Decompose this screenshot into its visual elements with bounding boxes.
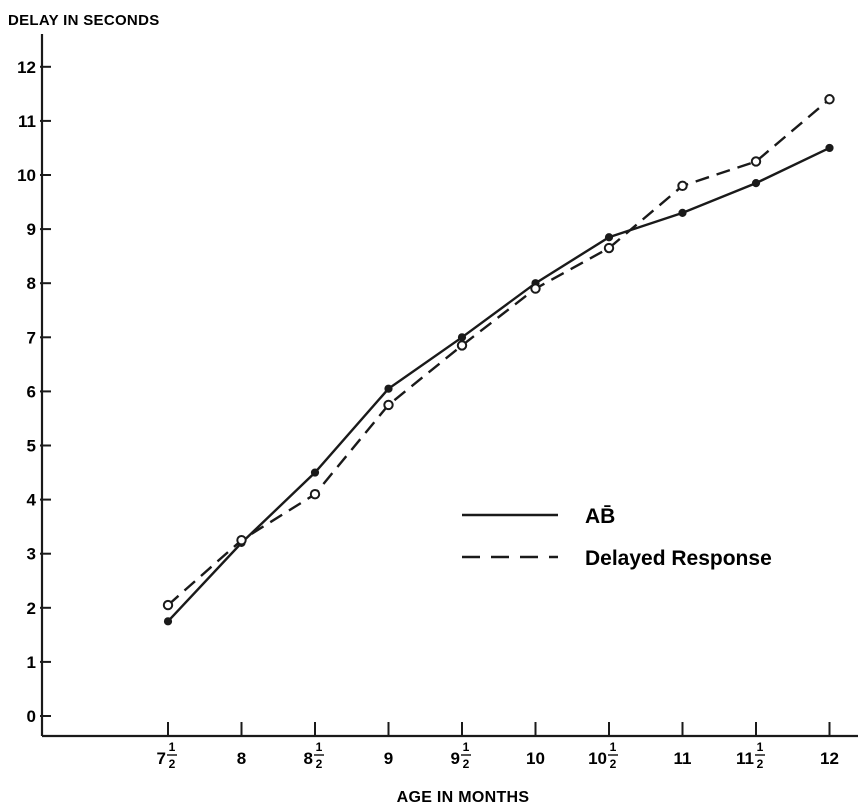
y-tick-label: 4	[27, 491, 37, 510]
x-tick-frac-den: 2	[316, 757, 323, 771]
x-tick-label: 81 2	[304, 740, 324, 771]
x-tick-frac-den: 2	[463, 757, 470, 771]
x-tick-frac-num: 1	[463, 740, 470, 754]
x-tick-label: 10	[526, 749, 545, 768]
x-tick-label: 8	[237, 749, 246, 768]
legend-label: Delayed Response	[585, 547, 772, 570]
x-tick-whole: 7	[157, 749, 166, 768]
x-tick-whole: 8	[304, 749, 313, 768]
data-point-filled	[384, 384, 393, 393]
series-2	[162, 94, 835, 611]
data-point-filled	[825, 143, 834, 153]
data-point-open	[530, 283, 541, 294]
y-tick-label: 12	[17, 58, 36, 77]
legend: AB̄ Delayed Response	[462, 505, 772, 570]
series-layer	[162, 94, 835, 626]
data-point-open	[750, 156, 762, 167]
x-tick-frac-den: 2	[169, 757, 176, 771]
x-tick-frac-num: 1	[757, 740, 764, 754]
x-tick-label: 12	[820, 749, 839, 768]
data-point-open	[677, 180, 688, 192]
data-point-open	[162, 599, 174, 611]
series-line	[167, 146, 831, 623]
data-point-open	[309, 488, 321, 500]
y-tick-label: 10	[17, 166, 36, 185]
x-tick-whole: 10	[588, 749, 607, 768]
data-point-filled	[604, 233, 614, 242]
x-tick-whole: 11	[736, 749, 754, 768]
x-tick-text: 10	[526, 749, 545, 768]
x-tick-label: 11	[674, 749, 692, 768]
x-tick-frac-num: 1	[316, 740, 323, 754]
y-tick-label: 6	[27, 382, 36, 401]
y-tick-label: 7	[27, 328, 36, 347]
y-tick-label: 0	[27, 707, 36, 726]
series-1	[163, 143, 834, 626]
data-point-open	[824, 94, 835, 105]
legend-label: AB̄	[585, 505, 615, 528]
y-tick-label: 11	[18, 112, 36, 131]
x-tick-text: 12	[820, 749, 839, 768]
x-tick-label: 91 2	[451, 740, 471, 771]
data-point-open	[456, 340, 468, 351]
data-point-open	[383, 399, 394, 411]
x-tick-label: 71 2	[157, 740, 177, 771]
y-tick-label: 3	[27, 545, 36, 564]
data-point-filled	[457, 333, 467, 342]
data-point-open	[603, 242, 615, 254]
data-point-open	[236, 534, 247, 546]
y-axis-label: DELAY IN SECONDS	[8, 12, 160, 29]
y-tick-label: 8	[27, 274, 36, 293]
x-tick-frac-den: 2	[610, 757, 617, 771]
data-point-filled	[163, 617, 173, 626]
data-point-filled	[678, 208, 687, 217]
x-tick-frac-num: 1	[610, 740, 617, 754]
y-tick-label: 2	[27, 599, 36, 618]
x-tick-text: 9	[384, 749, 393, 768]
y-tick-label: 1	[27, 653, 36, 672]
x-tick-frac-num: 1	[169, 740, 176, 754]
x-tick-label: 9	[384, 749, 393, 768]
series-line	[167, 98, 831, 606]
x-tick-whole: 9	[451, 749, 460, 768]
x-axis-label: AGE IN MONTHS	[397, 789, 530, 806]
x-tick-text: 8	[237, 749, 246, 768]
data-point-filled	[751, 179, 761, 188]
x-tick-text: 11	[674, 749, 692, 768]
y-tick-label: 5	[27, 437, 36, 456]
data-point-filled	[310, 468, 320, 477]
x-tick-frac-den: 2	[757, 757, 764, 771]
x-tick-label: 101 2	[588, 740, 618, 771]
axes	[40, 34, 858, 738]
y-tick-label: 9	[27, 220, 36, 239]
